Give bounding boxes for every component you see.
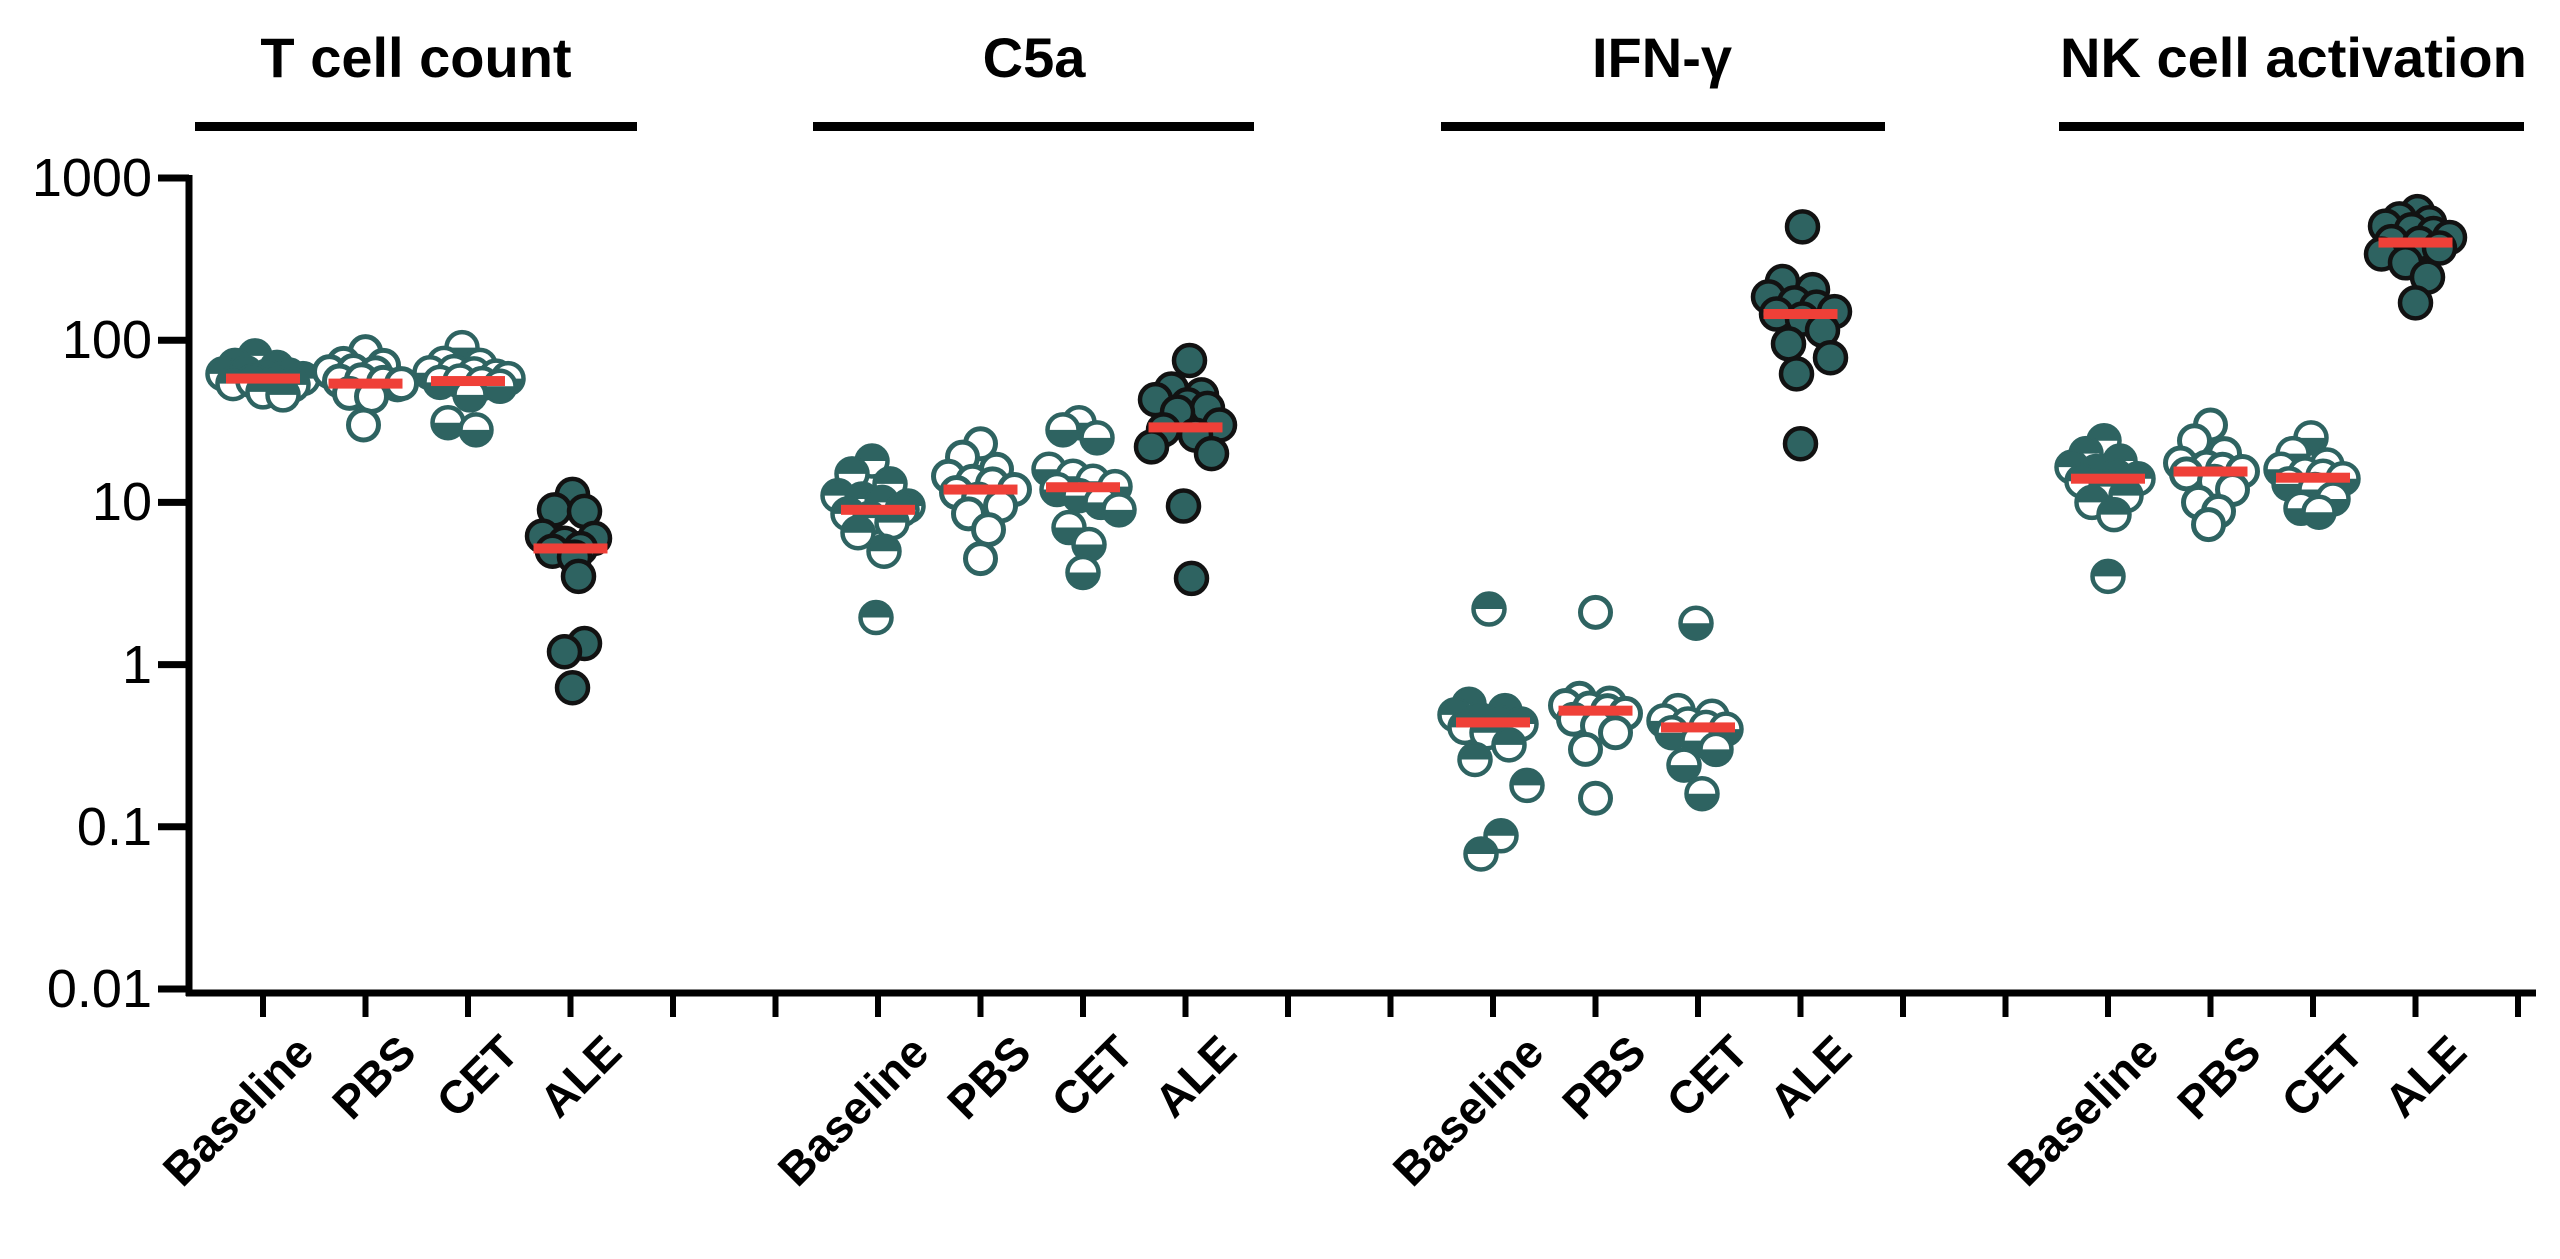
panel-title-t-cell-count: T cell count: [260, 26, 572, 89]
data-point: [546, 634, 583, 670]
data-point-half-top: [1485, 820, 1517, 836]
data-point-half-top: [1511, 769, 1543, 786]
panel-title-c5a: C5a: [982, 26, 1086, 89]
data-point: [1770, 326, 1807, 362]
data-point: [1812, 339, 1849, 376]
data-point-half-top: [856, 445, 888, 461]
data-point: [2191, 507, 2226, 543]
y-axis-tick-label: 0.1: [76, 797, 152, 857]
median-line: [1148, 422, 1223, 433]
data-point: [1133, 429, 1170, 465]
data-point-half-bottom: [1686, 793, 1718, 810]
y-axis-tick-label: 1000: [31, 148, 152, 208]
median-line: [328, 378, 403, 389]
data-point-half-top: [836, 458, 868, 474]
data-point-half-top: [1493, 729, 1525, 745]
data-point: [1171, 342, 1208, 379]
data-point: [963, 541, 998, 577]
median-line: [1558, 705, 1633, 716]
data-point-half-top: [2076, 486, 2108, 503]
y-axis-tick-label: 100: [61, 310, 152, 370]
data-point-half-bottom: [484, 386, 516, 402]
data-point-half-top: [860, 602, 892, 618]
data-point-half-bottom: [432, 422, 464, 439]
data-point-half-top: [1473, 593, 1505, 610]
data-point-half-top: [2056, 451, 2088, 468]
data-point: [1578, 594, 1613, 630]
panel-underline: [195, 122, 637, 131]
median-line: [431, 376, 505, 387]
data-point: [2397, 285, 2434, 321]
data-point: [346, 407, 381, 443]
data-point: [2421, 230, 2458, 266]
data-point-half-bottom: [1700, 749, 1732, 765]
median-line: [841, 504, 915, 515]
y-axis-tick-label: 10: [91, 472, 152, 532]
panel-underline: [813, 122, 1254, 131]
median-line: [1661, 722, 1735, 733]
data-point: [1568, 731, 1603, 767]
data-point: [560, 558, 597, 595]
panel-title-nk-cell-activation: NK cell activation: [2060, 26, 2527, 89]
median-line: [2173, 466, 2248, 477]
data-point-half-top: [2104, 445, 2136, 461]
data-point-half-top: [2110, 480, 2142, 496]
data-point-half-top: [868, 535, 900, 552]
data-point-half-bottom: [2303, 512, 2335, 528]
median-line: [533, 543, 608, 554]
median-line: [1763, 309, 1838, 320]
data-point-half-top: [239, 340, 271, 356]
data-point-half-top: [2098, 499, 2130, 515]
median-line: [2378, 237, 2453, 248]
median-line: [2276, 472, 2350, 483]
data-point: [1193, 435, 1230, 472]
data-point: [554, 669, 591, 706]
y-axis-tick-label: 1: [121, 635, 152, 695]
data-point: [1173, 560, 1210, 597]
data-point-half-bottom: [1680, 623, 1712, 639]
median-line: [1046, 482, 1120, 493]
data-point: [1784, 209, 1821, 245]
median-line: [1456, 717, 1530, 728]
data-point-half-bottom: [1067, 572, 1099, 588]
data-point-half-top: [2088, 425, 2120, 441]
panel-title-ifn-gamma: IFN-γ: [1592, 26, 1732, 89]
data-point-half-top: [1459, 743, 1491, 760]
data-point-half-top: [2092, 560, 2124, 577]
median-line: [226, 373, 300, 384]
y-axis-tick-label: 0.01: [46, 959, 152, 1019]
data-point-half-bottom: [1047, 429, 1079, 446]
data-point-half-top: [1465, 838, 1497, 854]
data-point-half-bottom: [460, 429, 492, 446]
median-line: [2071, 473, 2145, 484]
data-point: [1782, 425, 1819, 462]
data-point-half-top: [822, 480, 854, 496]
data-point: [1578, 780, 1613, 816]
data-point: [1598, 715, 1633, 751]
data-point-half-bottom: [1668, 765, 1700, 781]
data-point: [1778, 356, 1815, 392]
data-point: [1165, 488, 1202, 524]
data-point-half-top: [2070, 438, 2102, 454]
panel-underline: [1441, 122, 1885, 131]
data-point: [971, 512, 1006, 548]
data-point-half-top: [842, 517, 874, 533]
data-point-half-top: [874, 468, 906, 484]
median-line: [943, 484, 1018, 495]
data-point-half-bottom: [1103, 509, 1135, 526]
data-point-half-bottom: [454, 394, 486, 411]
data-point-half-bottom: [1081, 437, 1113, 454]
panel-underline: [2059, 122, 2524, 131]
data-point-half-bottom: [1656, 732, 1688, 749]
